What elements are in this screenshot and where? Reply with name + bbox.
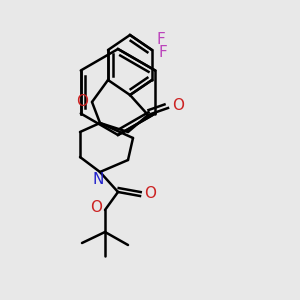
Text: O: O xyxy=(76,94,88,110)
Text: N: N xyxy=(92,172,104,188)
Text: O: O xyxy=(144,187,156,202)
Text: O: O xyxy=(90,200,102,215)
Text: F: F xyxy=(159,45,168,60)
Text: F: F xyxy=(157,32,165,47)
Text: O: O xyxy=(172,98,184,113)
